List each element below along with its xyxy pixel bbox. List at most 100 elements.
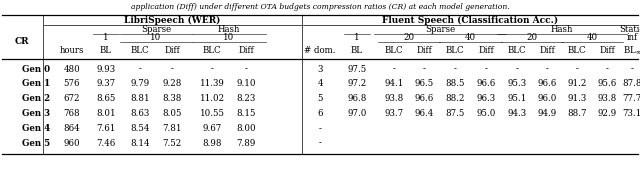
Text: 8.98: 8.98	[202, 138, 221, 147]
Text: BLC: BLC	[385, 46, 403, 55]
Text: 10: 10	[223, 33, 235, 43]
Text: 8.81: 8.81	[130, 94, 150, 103]
Text: -: -	[319, 138, 321, 147]
Text: 96.4: 96.4	[414, 109, 434, 118]
Text: 40: 40	[586, 33, 598, 43]
Text: Gen 2: Gen 2	[22, 94, 50, 103]
Text: -: -	[545, 65, 548, 74]
Text: Diff: Diff	[416, 46, 432, 55]
Text: 96.6: 96.6	[538, 79, 557, 88]
Text: 864: 864	[64, 124, 80, 133]
Text: 5: 5	[317, 94, 323, 103]
Text: 3: 3	[317, 65, 323, 74]
Text: 768: 768	[64, 109, 80, 118]
Text: 8.14: 8.14	[131, 138, 150, 147]
Text: BL: BL	[100, 46, 112, 55]
Text: 87.5: 87.5	[445, 109, 465, 118]
Text: Diff: Diff	[238, 46, 254, 55]
Text: -: -	[484, 65, 488, 74]
Text: 7.61: 7.61	[96, 124, 116, 133]
Text: 9.67: 9.67	[202, 124, 221, 133]
Text: 9.37: 9.37	[97, 79, 116, 88]
Text: 8.15: 8.15	[236, 109, 256, 118]
Text: 94.9: 94.9	[538, 109, 557, 118]
Text: BLC: BLC	[508, 46, 526, 55]
Text: 88.2: 88.2	[445, 94, 465, 103]
Text: 7.89: 7.89	[236, 138, 256, 147]
Text: 8.54: 8.54	[131, 124, 150, 133]
Text: 10.55: 10.55	[200, 109, 225, 118]
Text: -: -	[319, 124, 321, 133]
Text: 91.3: 91.3	[568, 94, 587, 103]
Text: -: -	[630, 65, 634, 74]
Text: Sparse: Sparse	[141, 25, 171, 34]
Text: 96.0: 96.0	[538, 94, 557, 103]
Text: 77.7: 77.7	[622, 94, 640, 103]
Text: Fluent Speech (Classification Acc.): Fluent Speech (Classification Acc.)	[382, 15, 558, 25]
Text: 93.8: 93.8	[597, 94, 616, 103]
Text: -: -	[211, 65, 213, 74]
Text: inf: inf	[627, 33, 637, 43]
Text: -: -	[605, 65, 609, 74]
Text: 960: 960	[64, 138, 80, 147]
Text: 93.7: 93.7	[385, 109, 404, 118]
Text: application (Diff) under different OTA budgets compression ratios (CR) at each m: application (Diff) under different OTA b…	[131, 3, 509, 11]
Text: 7.52: 7.52	[163, 138, 182, 147]
Text: 4: 4	[317, 79, 323, 88]
Text: 6: 6	[317, 109, 323, 118]
Text: 96.5: 96.5	[414, 79, 434, 88]
Text: 8.65: 8.65	[96, 94, 116, 103]
Text: Diff: Diff	[478, 46, 494, 55]
Text: Static: Static	[620, 25, 640, 34]
Text: Diff: Diff	[164, 46, 180, 55]
Text: 9.10: 9.10	[236, 79, 256, 88]
Text: 73.1: 73.1	[622, 109, 640, 118]
Text: Gen 5: Gen 5	[22, 138, 50, 147]
Text: Gen 3: Gen 3	[22, 109, 50, 118]
Text: Gen 1: Gen 1	[22, 79, 51, 88]
Text: -: -	[244, 65, 248, 74]
Text: 8.05: 8.05	[163, 109, 182, 118]
Text: BLC: BLC	[445, 46, 464, 55]
Text: Sparse: Sparse	[425, 25, 455, 34]
Text: 1: 1	[103, 32, 109, 41]
Text: 480: 480	[63, 65, 81, 74]
Text: 8.23: 8.23	[236, 94, 255, 103]
Text: 88.7: 88.7	[567, 109, 587, 118]
Text: 91.2: 91.2	[567, 79, 587, 88]
Text: 8.01: 8.01	[96, 109, 116, 118]
Text: Gen 0: Gen 0	[22, 65, 50, 74]
Text: 7.46: 7.46	[97, 138, 116, 147]
Text: 9.28: 9.28	[163, 79, 182, 88]
Text: Gen 4: Gen 4	[22, 124, 51, 133]
Text: 96.8: 96.8	[348, 94, 367, 103]
Text: 40: 40	[465, 33, 476, 43]
Text: # dom.: # dom.	[304, 46, 336, 55]
Text: 93.8: 93.8	[385, 94, 404, 103]
Text: 8.63: 8.63	[131, 109, 150, 118]
Text: 95.3: 95.3	[508, 79, 527, 88]
Text: 10: 10	[150, 33, 162, 43]
Text: BL$_\infty$: BL$_\infty$	[623, 45, 640, 56]
Text: Diff: Diff	[599, 46, 615, 55]
Text: 97.2: 97.2	[348, 79, 367, 88]
Text: Hash: Hash	[551, 25, 573, 34]
Text: -: -	[392, 65, 396, 74]
Text: BLC: BLC	[568, 46, 586, 55]
Text: 7.81: 7.81	[163, 124, 182, 133]
Text: 95.0: 95.0	[476, 109, 496, 118]
Text: -: -	[575, 65, 579, 74]
Text: -: -	[454, 65, 456, 74]
Text: 95.6: 95.6	[597, 79, 616, 88]
Text: Diff: Diff	[539, 46, 555, 55]
Text: -: -	[516, 65, 518, 74]
Text: 8.00: 8.00	[236, 124, 256, 133]
Text: BLC: BLC	[131, 46, 149, 55]
Text: 9.93: 9.93	[97, 65, 116, 74]
Text: CR: CR	[15, 37, 29, 46]
Text: 87.8: 87.8	[622, 79, 640, 88]
Text: 94.3: 94.3	[508, 109, 527, 118]
Text: -: -	[139, 65, 141, 74]
Text: 11.39: 11.39	[200, 79, 225, 88]
Text: 9.79: 9.79	[131, 79, 150, 88]
